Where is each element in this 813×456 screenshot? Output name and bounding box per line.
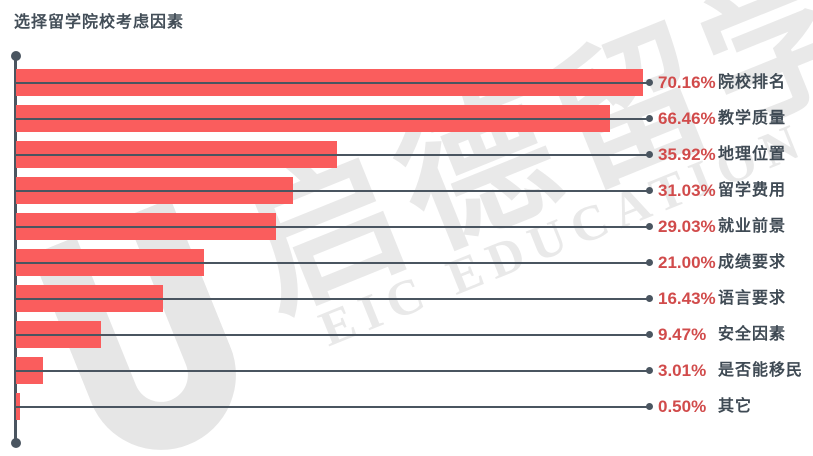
bar-row: 70.16% 院校排名	[0, 69, 813, 96]
leader-line	[16, 153, 650, 156]
bar-row: 9.47% 安全因素	[0, 321, 813, 348]
value-label: 66.46%	[658, 109, 716, 128]
bar-row: 35.92% 地理位置	[0, 141, 813, 168]
leader-dot-icon	[646, 403, 653, 410]
leader-line	[16, 261, 650, 264]
y-axis-line	[14, 56, 17, 443]
bar-row: 3.01% 是否能移民	[0, 357, 813, 384]
value-label: 70.16%	[658, 73, 716, 92]
value-label: 29.03%	[658, 217, 716, 236]
value-label: 21.00%	[658, 253, 716, 272]
category-label: 其它	[718, 398, 753, 415]
category-label: 安全因素	[718, 326, 787, 343]
y-axis-bottom-dot-icon	[10, 438, 21, 448]
category-label: 是否能移民	[718, 362, 804, 379]
bar-row: 29.03% 就业前景	[0, 213, 813, 240]
leader-line	[16, 369, 650, 372]
leader-dot-icon	[646, 187, 653, 194]
category-label: 地理位置	[718, 146, 787, 163]
leader-line	[16, 117, 650, 120]
bar-row: 21.00% 成绩要求	[0, 249, 813, 276]
leader-line	[16, 225, 650, 228]
leader-line	[16, 189, 650, 192]
value-label: 16.43%	[658, 289, 716, 308]
value-label: 3.01%	[658, 361, 707, 380]
value-label: 35.92%	[658, 145, 716, 164]
value-label: 9.47%	[658, 325, 707, 344]
bar-row: 66.46% 教学质量	[0, 105, 813, 132]
bar-row: 16.43% 语言要求	[0, 285, 813, 312]
category-label: 教学质量	[718, 110, 787, 127]
value-label: 31.03%	[658, 181, 716, 200]
chart-title: 选择留学院校考虑因素	[14, 14, 185, 31]
value-label: 0.50%	[658, 397, 707, 416]
leader-dot-icon	[646, 151, 653, 158]
category-label: 语言要求	[718, 290, 787, 307]
leader-line	[16, 405, 650, 408]
leader-dot-icon	[646, 79, 653, 86]
leader-dot-icon	[646, 259, 653, 266]
category-label: 成绩要求	[718, 254, 787, 271]
category-label: 留学费用	[718, 182, 787, 199]
category-label: 院校排名	[718, 74, 787, 91]
leader-line	[16, 81, 650, 84]
leader-dot-icon	[646, 331, 653, 338]
leader-dot-icon	[646, 295, 653, 302]
bar-row: 0.50% 其它	[0, 393, 813, 420]
bar-row: 31.03% 留学费用	[0, 177, 813, 204]
y-axis-top-dot-icon	[10, 51, 21, 61]
leader-line	[16, 297, 650, 300]
leader-line	[16, 333, 650, 336]
leader-dot-icon	[646, 223, 653, 230]
category-label: 就业前景	[718, 218, 787, 235]
leader-dot-icon	[646, 367, 653, 374]
leader-dot-icon	[646, 115, 653, 122]
